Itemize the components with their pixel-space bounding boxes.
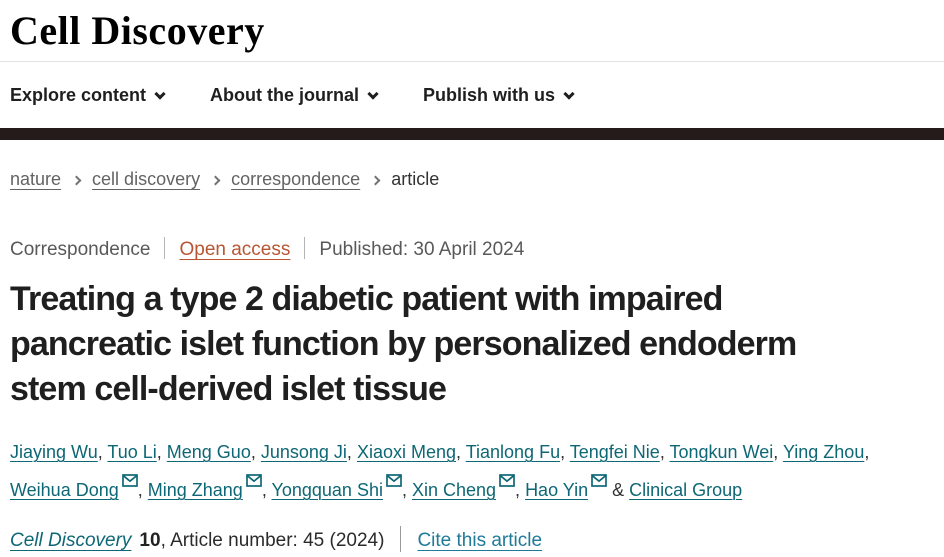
- author-link[interactable]: Xin Cheng: [411, 480, 497, 500]
- meta-divider: [304, 237, 306, 259]
- author-link[interactable]: Clinical Group: [629, 480, 743, 500]
- author-link[interactable]: Xiaoxi Meng: [356, 442, 456, 462]
- meta-divider: [164, 237, 166, 259]
- nav-item-explore-content[interactable]: Explore content: [10, 84, 166, 106]
- email-icon[interactable]: [245, 474, 262, 500]
- main-nav: Explore content About the journal Publish …: [0, 62, 944, 128]
- author-link[interactable]: Weihua Dong: [10, 480, 119, 500]
- author-link[interactable]: Ying Zhou: [782, 442, 865, 462]
- author-separator: ,: [346, 442, 357, 462]
- breadcrumb-item-article: article: [391, 169, 440, 189]
- masthead: Cell Discovery: [0, 0, 944, 62]
- author-separator: ,: [250, 442, 261, 462]
- breadcrumb: nature cell discovery correspondence articl…: [10, 167, 934, 191]
- chevron-down-icon: [154, 87, 166, 100]
- nav-item-about-the-journal[interactable]: About the journal: [210, 84, 379, 106]
- chevron-right-icon: [370, 175, 381, 186]
- author-link[interactable]: Yongquan Shi: [271, 480, 383, 500]
- journal-name-link[interactable]: Cell Discovery: [10, 530, 132, 551]
- email-icon[interactable]: [591, 474, 607, 500]
- author-separator: ,: [560, 442, 570, 462]
- nav-item-publish-with-us[interactable]: Publish with us: [423, 84, 575, 106]
- article-number-text: , Article number: 45 (2024): [160, 530, 385, 551]
- author-link[interactable]: Ming Zhang: [147, 480, 243, 500]
- author-link[interactable]: Jiaying Wu: [10, 442, 98, 462]
- article-title-line: stem cell-derived islet tissue: [10, 370, 447, 408]
- author-list: Jiaying Wu, Tuo Li, Meng Guo, Junsong Ji…: [10, 433, 934, 509]
- author-link[interactable]: Tongkun Wei: [669, 442, 774, 462]
- author-link[interactable]: Junsong Ji: [260, 442, 347, 462]
- author-separator: ,: [515, 480, 526, 500]
- breadcrumb-item-nature[interactable]: nature: [10, 169, 62, 189]
- author-link[interactable]: Tianlong Fu: [465, 442, 561, 462]
- article-title: Treating a type 2 diabetic patient with …: [10, 277, 934, 412]
- author-separator: ,: [659, 442, 670, 462]
- published-date: Published: 30 April 2024: [319, 239, 525, 260]
- author-separator: ,: [137, 480, 148, 500]
- chevron-down-icon: [367, 87, 379, 100]
- nav-item-label: Explore content: [10, 84, 147, 105]
- breadcrumb-item-correspondence[interactable]: correspondence: [231, 169, 361, 189]
- author-separator: ,: [401, 480, 412, 500]
- nav-item-label: Publish with us: [423, 84, 556, 105]
- journal-logo[interactable]: Cell Discovery: [10, 8, 265, 53]
- author-separator: ,: [456, 442, 466, 462]
- chevron-down-icon: [563, 87, 575, 100]
- author-separator: ,: [773, 442, 783, 462]
- author-link[interactable]: Tuo Li: [107, 442, 157, 462]
- chevron-right-icon: [71, 175, 82, 186]
- journal-divider: [400, 526, 402, 552]
- author-link[interactable]: Hao Yin: [525, 480, 589, 500]
- authors-conjunction: &: [607, 480, 630, 500]
- breadcrumb-item-cell-discovery[interactable]: cell discovery: [92, 169, 201, 189]
- journal-info-row: Cell Discovery 10, Article number: 45 (20…: [10, 526, 934, 555]
- author-separator: ,: [261, 480, 272, 500]
- chevron-right-icon: [210, 175, 221, 186]
- cite-this-article-link[interactable]: Cite this article: [417, 530, 543, 551]
- open-access-link[interactable]: Open access: [179, 239, 291, 260]
- nav-item-label: About the journal: [210, 84, 360, 105]
- journal-volume: 10: [139, 530, 161, 551]
- author-separator: ,: [864, 442, 870, 462]
- author-link[interactable]: Tengfei Nie: [569, 442, 660, 462]
- header-divider-bar: [0, 128, 944, 140]
- author-link[interactable]: Meng Guo: [166, 442, 251, 462]
- email-icon[interactable]: [499, 474, 515, 500]
- author-separator: ,: [97, 442, 108, 462]
- email-icon[interactable]: [386, 474, 402, 500]
- article-title-line: Treating a type 2 diabetic patient with …: [10, 280, 723, 318]
- article-meta-row: Correspondence Open access Published: 30 A…: [10, 237, 934, 263]
- author-separator: ,: [156, 442, 167, 462]
- article-header: nature cell discovery correspondence articl…: [0, 167, 944, 555]
- article-title-line: pancreatic islet function by personalize…: [10, 325, 797, 363]
- email-icon[interactable]: [121, 474, 138, 500]
- article-type-label: Correspondence: [10, 239, 151, 260]
